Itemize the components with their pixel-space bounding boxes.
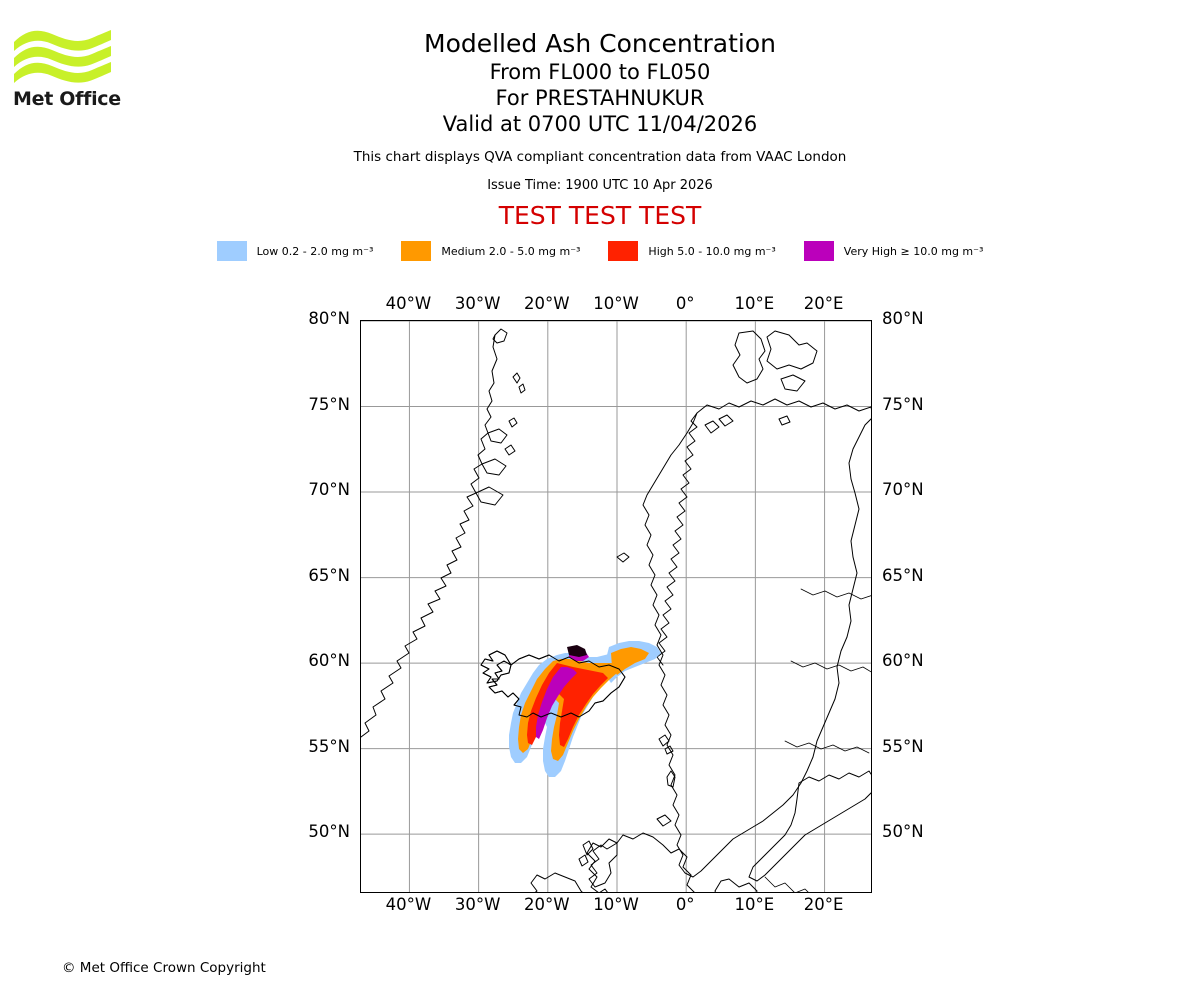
coastline-norway-fjords [656, 412, 698, 666]
lat-tick-right-4: 70°N [882, 480, 924, 500]
coastline-greenland-islet-a [512, 372, 521, 384]
lon-tick-top-6: 20°E [803, 294, 844, 313]
lon-tick-top-0: 40°W [385, 294, 432, 313]
lat-tick-left-1: 55°N [308, 736, 350, 756]
met-office-logo [12, 24, 122, 114]
coastline-greenland-fjord-b [487, 428, 508, 444]
coastline-greenland-fjord-a [492, 328, 508, 344]
legend-label-very-high: Very High ≥ 10.0 mg m⁻³ [843, 244, 984, 258]
country-borders [764, 588, 871, 892]
concentration-legend: Low 0.2 - 2.0 mg m⁻³ Medium 2.0 - 5.0 mg… [0, 241, 1200, 261]
coastline-greenland-islet-c [508, 417, 518, 428]
plume-source-marker [567, 645, 587, 657]
lat-tick-left-6: 80°N [308, 309, 350, 328]
map-frame [360, 320, 872, 893]
map-panel [360, 320, 872, 893]
iceland-coast-overlay [480, 650, 626, 718]
coastline-svalbard-west [732, 330, 766, 384]
plume-contour-very-high [536, 667, 577, 739]
ash-plume-contours [509, 641, 661, 777]
page-title: Modelled Ash Concentration [424, 29, 776, 58]
coastline-hebrides-b [578, 854, 589, 867]
coastline-greenland-fjord-d [475, 486, 504, 506]
lon-tick-top-2: 20°W [524, 294, 570, 313]
lon-tick-top-3: 10°W [593, 294, 639, 313]
lon-tick-bottom-2: 20°W [524, 895, 570, 914]
legend-item-low: Low 0.2 - 2.0 mg m⁻³ [216, 241, 374, 261]
coastline-svalbard-sse [780, 374, 806, 392]
plume-contour-high [527, 663, 608, 747]
lon-tick-top-5: 10°E [734, 294, 775, 313]
coastline-ireland [530, 872, 583, 892]
issue-time: Issue Time: 1900 UTC 10 Apr 2026 [487, 178, 713, 193]
lon-tick-top-1: 30°W [454, 294, 501, 313]
coastline-orkney [656, 814, 672, 827]
lat-tick-right-5: 75°N [882, 394, 924, 414]
test-banner: TEST TEST TEST [498, 201, 702, 230]
legend-swatch-very-high [803, 241, 834, 261]
lon-tick-top-4: 0° [675, 294, 695, 313]
lat-tick-right-2: 60°N [882, 651, 924, 671]
coastline-greenland-fjord-c [481, 458, 507, 476]
copyright-notice: © Met Office Crown Copyright [62, 960, 266, 976]
lat-tick-right-6: 80°N [882, 309, 924, 328]
lat-tick-left-4: 70°N [308, 480, 350, 500]
coastline-shetland [666, 770, 676, 788]
volcano-name: For PRESTAHNUKUR [495, 86, 705, 110]
coastline-greenland-islet-b [518, 383, 526, 394]
lat-tick-left-3: 65°N [308, 565, 350, 585]
coastline-hebrides [582, 840, 594, 856]
legend-swatch-low [216, 241, 247, 261]
met-office-wave-icon [14, 30, 111, 83]
coastline-baltic [748, 770, 871, 882]
coastline-gb-scotland-west [588, 842, 618, 888]
coastline-iceland-overlay [488, 654, 626, 718]
lat-tick-left-2: 60°N [308, 651, 350, 671]
coastline-denmark [714, 878, 758, 892]
lon-tick-bottom-1: 30°W [454, 895, 501, 914]
lon-tick-bottom-4: 0° [675, 895, 695, 914]
coastline-great-britain [586, 832, 695, 892]
coastline-jan-mayen [616, 552, 630, 563]
lon-tick-bottom-0: 40°W [385, 895, 432, 914]
coastline-svalbard-east [766, 330, 818, 370]
flight-level-range: From FL000 to FL050 [489, 60, 711, 84]
lon-tick-bottom-6: 20°E [803, 895, 844, 914]
coastline-greenland [361, 334, 498, 738]
qva-note: This chart displays QVA compliant concen… [353, 149, 847, 165]
legend-item-high: High 5.0 - 10.0 mg m⁻³ [608, 241, 776, 261]
legend-item-very-high: Very High ≥ 10.0 mg m⁻³ [803, 241, 984, 261]
coastline-lofoten [704, 420, 720, 434]
lon-tick-bottom-3: 10°W [593, 895, 639, 914]
coastline-scandinavia [642, 398, 871, 878]
valid-time: Valid at 0700 UTC 11/04/2026 [442, 112, 758, 136]
legend-item-medium: Medium 2.0 - 5.0 mg m⁻³ [401, 241, 580, 261]
lon-tick-bottom-5: 10°E [734, 895, 775, 914]
coastline-lofoten-b [718, 414, 734, 427]
legend-label-medium: Medium 2.0 - 5.0 mg m⁻³ [441, 244, 581, 258]
coastline-iceland-westfjords-overlay [480, 650, 512, 684]
lat-tick-left-5: 75°N [308, 394, 350, 414]
coastline-bear-island [778, 415, 791, 426]
legend-swatch-medium [401, 241, 432, 261]
lat-tick-right-0: 50°N [882, 822, 924, 842]
legend-label-high: High 5.0 - 10.0 mg m⁻³ [648, 244, 776, 258]
map-canvas [361, 321, 871, 892]
legend-label-low: Low 0.2 - 2.0 mg m⁻³ [256, 244, 374, 258]
lat-tick-right-3: 65°N [882, 565, 924, 585]
met-office-logo-text: Met Office [13, 88, 121, 110]
map-graticule [361, 321, 871, 892]
lat-tick-left-0: 50°N [308, 822, 350, 842]
legend-swatch-high [608, 241, 639, 261]
title-block: Modelled Ash Concentration From FL000 to… [0, 28, 1200, 231]
plume-contour-medium-east [611, 647, 649, 675]
coastline-greenland-islet-d [504, 444, 516, 456]
lat-tick-right-1: 55°N [882, 736, 924, 756]
